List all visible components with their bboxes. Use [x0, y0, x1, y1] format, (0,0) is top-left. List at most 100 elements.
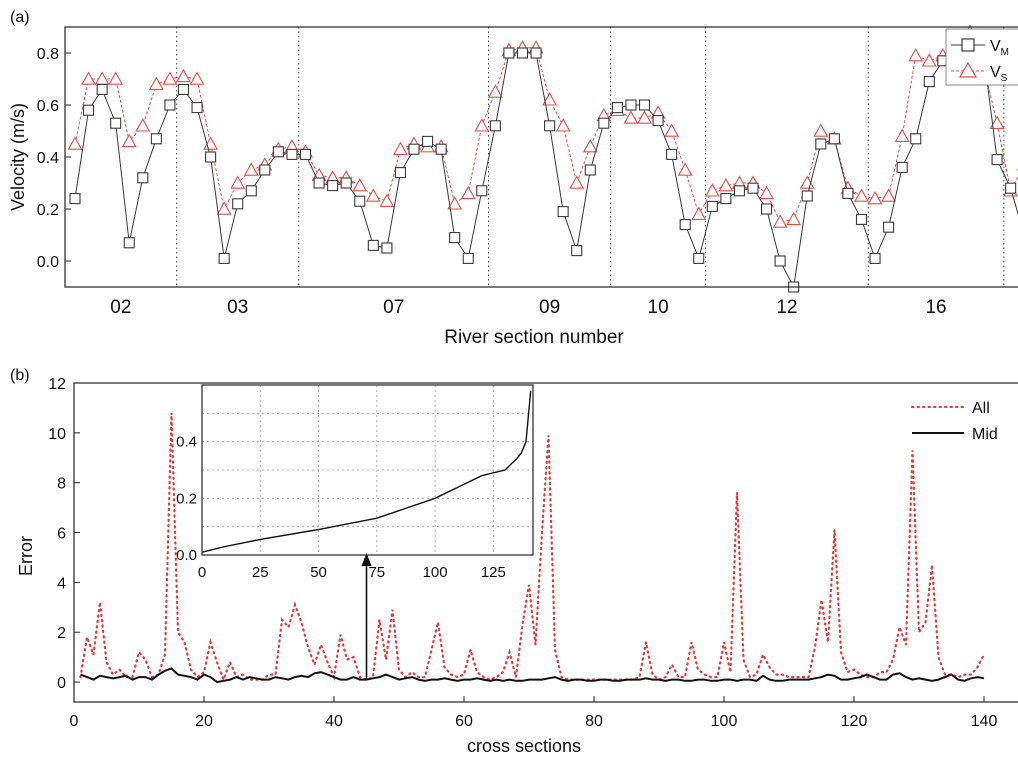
a-vm-point — [299, 148, 312, 160]
a-vm-point — [516, 47, 529, 59]
legend-all-label: All — [972, 400, 990, 417]
a-vm-point — [462, 252, 474, 264]
a-vs-point — [379, 193, 395, 207]
a-vm-point — [625, 99, 637, 111]
a-ytick-label: 0.0 — [37, 254, 59, 271]
a-vm-point — [422, 135, 434, 147]
a-vm-point — [123, 237, 135, 249]
b-xtick-label: 20 — [195, 713, 213, 730]
a-vm-point — [679, 219, 691, 231]
a-vm-point — [286, 148, 298, 160]
b-ytick-label: 8 — [57, 476, 66, 493]
a-vm-point — [69, 193, 81, 205]
a-vm-point — [367, 239, 379, 251]
a-vs-point — [881, 188, 897, 202]
b-xtick-label: 140 — [971, 713, 998, 730]
a-vm-point — [557, 206, 569, 218]
a-ytick-label: 0.4 — [37, 150, 59, 167]
a-vm-point — [394, 167, 406, 179]
inset-xtick-label: 100 — [423, 564, 448, 581]
a-vm-point — [177, 83, 190, 95]
a-vs-point — [365, 188, 381, 202]
a-vm-point — [584, 164, 596, 176]
a-vm-point — [218, 252, 230, 264]
legend-all-entry: All — [911, 400, 990, 417]
panel-a-dividers — [176, 27, 1005, 287]
a-vm-point — [842, 187, 854, 199]
a-ytick-label: 0.2 — [37, 202, 59, 219]
b-line-all — [79, 412, 986, 683]
panel-b-xticks: 0 20 40 60 80 100 120 140 — [70, 696, 998, 730]
a-vm-point — [96, 83, 108, 95]
a-vm-point — [774, 255, 786, 267]
a-vm-point — [706, 200, 718, 212]
a-vs-point — [135, 118, 151, 132]
a-vm-point — [544, 120, 556, 132]
inset-xtick-label: 125 — [481, 564, 506, 581]
a-vs-point — [189, 71, 205, 85]
a-vm-point — [381, 242, 393, 254]
panel-a-legend-box — [945, 28, 1018, 86]
a-vs-point — [637, 110, 652, 124]
a-ytick-label: 0.8 — [37, 46, 59, 63]
panel-a-xlabel: River section number — [444, 327, 624, 348]
a-section-label: 09 — [539, 297, 560, 318]
a-vm-point — [991, 154, 1003, 166]
a-vm-point — [720, 193, 732, 205]
b-line-mid — [80, 667, 985, 684]
a-vs-point — [81, 71, 96, 85]
b-ytick-label: 4 — [57, 575, 66, 592]
a-vs-point — [759, 185, 774, 200]
a-vs-point — [623, 110, 639, 124]
panel-a-plot-frame — [64, 26, 1018, 288]
a-vm-point — [638, 99, 651, 111]
b-ytick-label: 6 — [57, 526, 66, 543]
panel-b-series-all — [79, 412, 986, 683]
a-vm-point — [815, 138, 827, 150]
legend-mid-entry: Mid — [912, 426, 998, 443]
panel-b-label: (b) — [10, 367, 30, 384]
a-vs-point — [460, 185, 476, 200]
b-ytick-label: 10 — [48, 426, 66, 443]
b-xtick-label: 0 — [70, 713, 79, 730]
a-vs-point — [867, 190, 883, 205]
panel-a: (a) 0.00.20.40.60.8 02030709101216172021… — [8, 9, 1018, 348]
a-vs-point — [718, 177, 734, 192]
a-vs-point — [921, 53, 937, 67]
inset-grid — [202, 385, 533, 555]
a-section-label: 16 — [925, 297, 946, 318]
inset-chart: 0 25 50 75 100 125 0.0 0.2 0.4 — [176, 384, 534, 581]
b-xtick-label: 40 — [325, 713, 343, 730]
a-vm-point — [747, 182, 759, 194]
a-vs-point — [352, 177, 368, 192]
b-ytick-label: 12 — [48, 376, 66, 393]
inset-xtick-label: 25 — [252, 564, 269, 581]
b-ytick-label: 0 — [57, 675, 66, 692]
a-vm-point — [666, 148, 678, 160]
a-vm-point — [503, 47, 515, 59]
a-vs-point — [176, 68, 191, 83]
a-vm-point — [693, 252, 705, 264]
inset-xtick-label: 75 — [368, 564, 385, 581]
panel-b-yticks: 0 2 4 6 8 10 12 — [48, 376, 80, 692]
a-vs-point — [677, 162, 693, 176]
a-vm-point — [476, 185, 488, 197]
inset-xtick-label: 0 — [198, 564, 206, 581]
a-vs-point — [569, 175, 585, 189]
a-vm-point — [340, 177, 352, 189]
a-vm-point — [449, 232, 461, 244]
panel-b-xlabel: cross sections — [467, 736, 581, 756]
a-vm-point — [232, 198, 244, 210]
a-vs-point — [474, 118, 490, 132]
a-section-label: 12 — [776, 297, 797, 318]
a-vs-point — [487, 84, 503, 98]
panel-b: (b) 0 2 4 6 8 10 12 0 20 40 60 80 100 120 140 Error c… — [10, 367, 1018, 756]
a-vs-point — [447, 196, 463, 210]
a-vm-point — [855, 213, 868, 225]
legend-vm-square-marker — [961, 38, 975, 52]
panel-b-legend: All Mid — [911, 400, 998, 443]
arrow-head — [361, 553, 372, 566]
a-vm-point — [1005, 182, 1017, 194]
b-xtick-label: 120 — [841, 713, 868, 730]
